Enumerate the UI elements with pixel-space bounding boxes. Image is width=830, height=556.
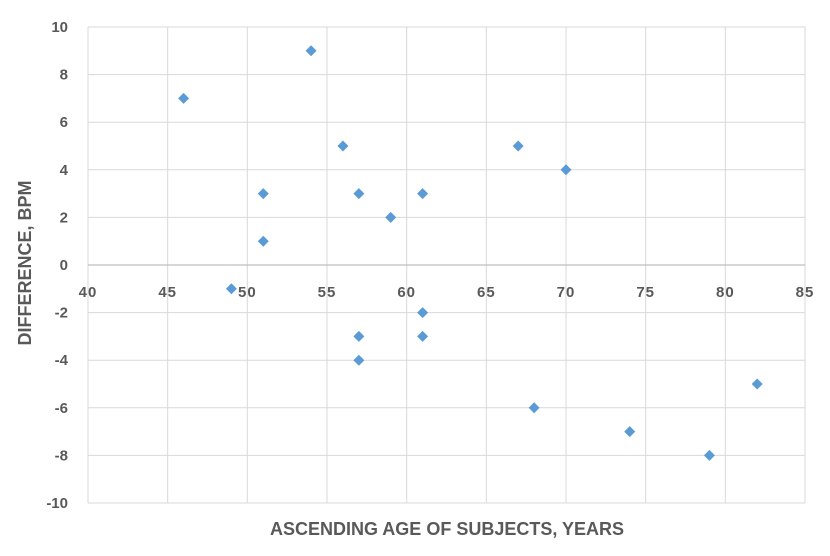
y-tick-label: 0 (60, 257, 68, 274)
y-tick-label: 4 (60, 162, 69, 179)
x-tick-label: 50 (238, 284, 257, 301)
data-point (560, 164, 572, 176)
data-point (353, 354, 365, 366)
y-tick-label: -2 (55, 305, 68, 322)
data-point (385, 211, 397, 223)
y-tick-label: -10 (46, 495, 68, 512)
x-tick-label: 85 (796, 284, 815, 301)
x-tick-label: 55 (318, 284, 337, 301)
y-tick-label: 8 (60, 67, 68, 84)
y-tick-label: -8 (55, 447, 68, 464)
data-point (624, 426, 636, 438)
data-point (703, 449, 715, 461)
data-point (305, 45, 317, 57)
data-point (353, 188, 365, 200)
x-axis-title: ASCENDING AGE OF SUBJECTS, YEARS (270, 519, 624, 539)
y-axis-title: DIFFERENCE, BPM (15, 180, 35, 345)
data-point (417, 330, 429, 342)
x-tick-label: 45 (158, 284, 177, 301)
data-points (178, 45, 763, 461)
data-point (257, 188, 269, 200)
y-tick-label: 2 (60, 209, 68, 226)
x-tick-label: 75 (636, 284, 655, 301)
data-point (257, 235, 269, 247)
data-point (417, 188, 429, 200)
x-tick-label: 70 (557, 284, 576, 301)
data-point (512, 140, 524, 152)
y-tick-label: -4 (55, 352, 69, 369)
data-point (751, 378, 763, 390)
data-point (528, 402, 540, 414)
x-tick-label: 40 (79, 284, 98, 301)
data-point (178, 92, 190, 104)
y-tick-label: 10 (51, 19, 68, 36)
y-tick-label: 6 (60, 114, 68, 131)
x-tick-labels: 40 45 50 55 60 65 70 75 80 85 (79, 284, 815, 301)
y-tick-labels: -10 -8 -6 -4 -2 0 2 4 6 8 10 (46, 19, 68, 512)
x-tick-label: 80 (716, 284, 735, 301)
data-point (225, 283, 237, 295)
data-point (337, 140, 349, 152)
x-tick-label: 60 (397, 284, 416, 301)
x-tick-label: 65 (477, 284, 496, 301)
data-point (417, 307, 429, 319)
data-point (353, 330, 365, 342)
y-tick-label: -6 (55, 400, 68, 417)
